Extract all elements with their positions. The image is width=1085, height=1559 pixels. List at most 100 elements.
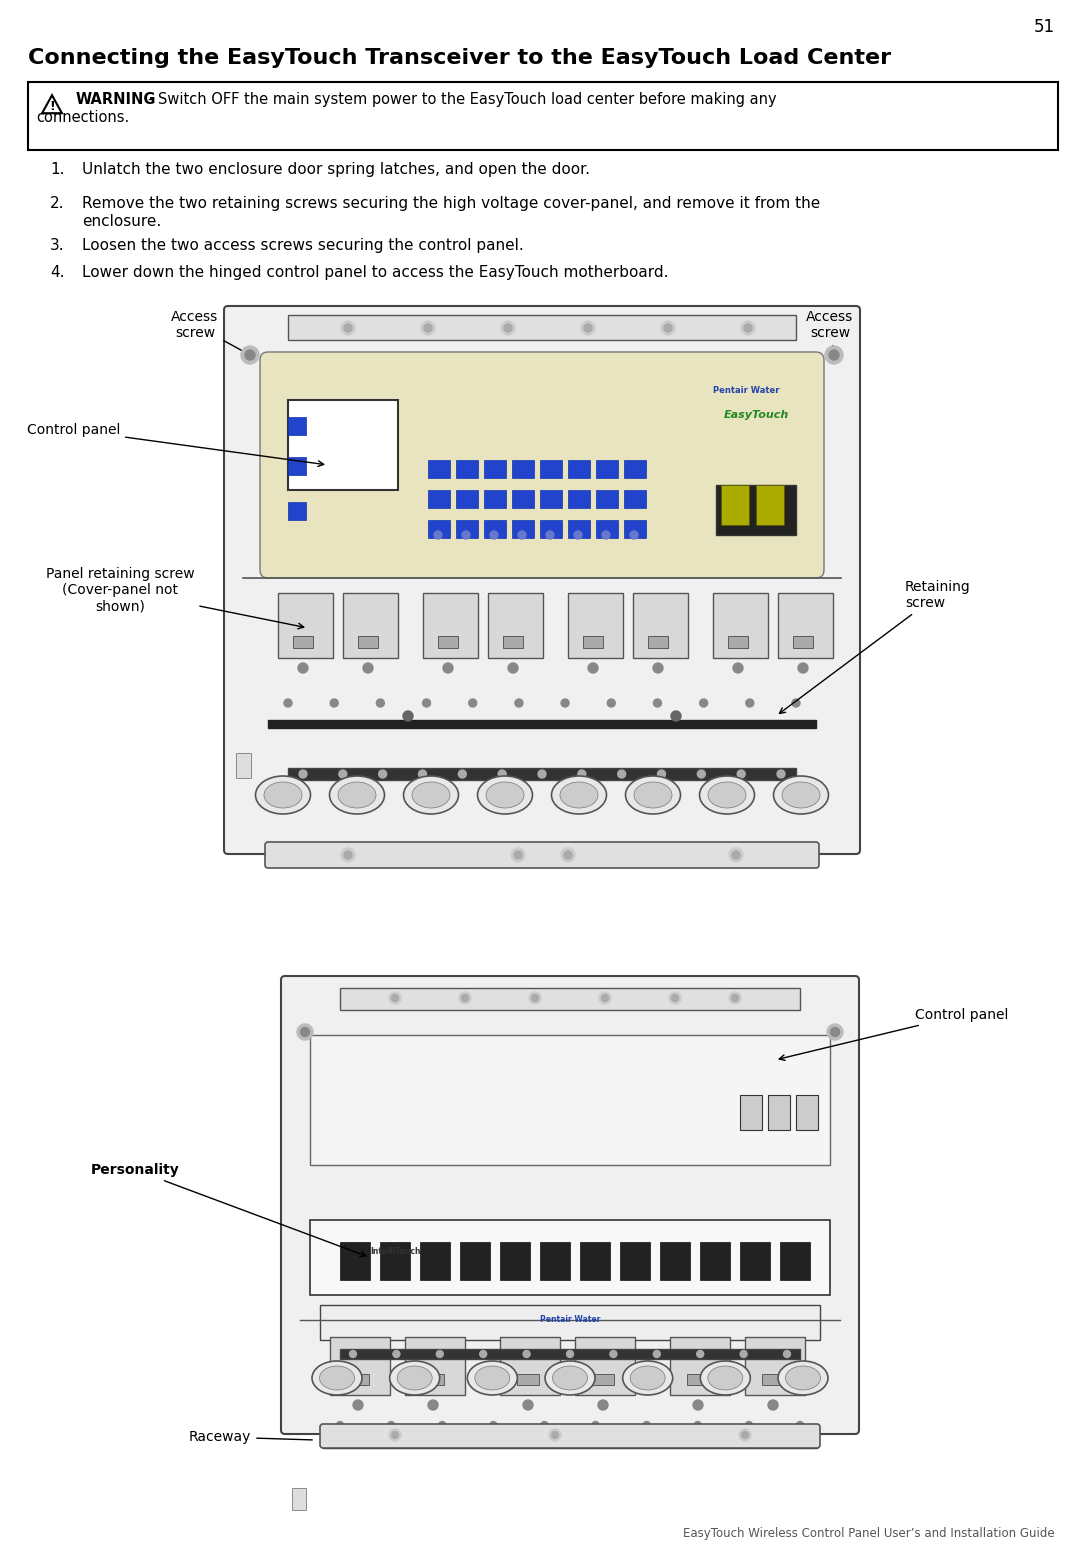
- Ellipse shape: [625, 776, 680, 814]
- Bar: [28, 83, 1058, 150]
- Bar: [633, 592, 688, 658]
- Circle shape: [797, 663, 808, 673]
- Circle shape: [480, 1350, 487, 1358]
- Circle shape: [511, 848, 525, 862]
- Bar: [288, 457, 306, 475]
- Circle shape: [783, 1350, 791, 1358]
- Bar: [768, 1094, 790, 1130]
- Bar: [793, 636, 813, 649]
- Bar: [671, 1338, 730, 1395]
- Bar: [237, 753, 251, 778]
- Text: 2.: 2.: [50, 196, 64, 210]
- Bar: [288, 769, 796, 780]
- Circle shape: [498, 770, 507, 778]
- Circle shape: [341, 321, 355, 335]
- Text: enclosure.: enclosure.: [82, 214, 162, 229]
- Circle shape: [671, 711, 681, 720]
- Ellipse shape: [560, 783, 598, 808]
- Text: Pentair Water: Pentair Water: [713, 385, 779, 394]
- Circle shape: [829, 351, 839, 360]
- Circle shape: [729, 848, 743, 862]
- Ellipse shape: [778, 1361, 828, 1395]
- Bar: [540, 521, 562, 538]
- Bar: [293, 636, 312, 649]
- Bar: [278, 592, 333, 658]
- Bar: [596, 490, 618, 508]
- Text: IntelliTouch: IntelliTouch: [370, 1247, 421, 1257]
- Bar: [427, 490, 450, 508]
- Circle shape: [578, 770, 586, 778]
- Bar: [745, 1338, 805, 1395]
- Circle shape: [744, 324, 752, 332]
- Ellipse shape: [552, 1366, 587, 1391]
- Circle shape: [436, 1350, 444, 1358]
- Circle shape: [505, 324, 512, 332]
- Bar: [488, 592, 542, 658]
- Text: Control panel: Control panel: [27, 422, 323, 466]
- Bar: [624, 490, 646, 508]
- Circle shape: [353, 1400, 363, 1409]
- Circle shape: [830, 1027, 840, 1037]
- Circle shape: [566, 1350, 574, 1358]
- Bar: [347, 1373, 369, 1384]
- Text: Unlatch the two enclosure door spring latches, and open the door.: Unlatch the two enclosure door spring la…: [82, 162, 590, 178]
- Bar: [592, 1373, 614, 1384]
- Bar: [288, 416, 306, 435]
- Circle shape: [403, 711, 413, 720]
- FancyBboxPatch shape: [265, 842, 819, 868]
- Circle shape: [700, 1433, 710, 1444]
- Circle shape: [421, 321, 435, 335]
- Ellipse shape: [630, 1366, 665, 1391]
- Text: Remove the two retaining screws securing the high voltage cover-panel, and remov: Remove the two retaining screws securing…: [82, 196, 820, 210]
- Circle shape: [422, 698, 431, 706]
- Circle shape: [430, 1433, 441, 1444]
- FancyBboxPatch shape: [320, 1423, 820, 1448]
- Bar: [310, 1035, 830, 1165]
- Circle shape: [827, 1024, 843, 1040]
- Bar: [583, 636, 603, 649]
- Circle shape: [245, 351, 255, 360]
- Circle shape: [501, 321, 515, 335]
- Circle shape: [339, 770, 347, 778]
- Ellipse shape: [390, 1361, 439, 1395]
- Bar: [288, 502, 306, 521]
- Circle shape: [515, 698, 523, 706]
- Circle shape: [664, 324, 672, 332]
- Circle shape: [363, 663, 373, 673]
- Bar: [310, 1221, 830, 1296]
- Bar: [756, 485, 784, 525]
- Circle shape: [617, 770, 626, 778]
- Ellipse shape: [319, 1366, 355, 1391]
- Bar: [320, 1305, 820, 1341]
- Circle shape: [564, 851, 572, 859]
- Circle shape: [672, 995, 678, 1001]
- Bar: [343, 592, 398, 658]
- Ellipse shape: [634, 783, 672, 808]
- Bar: [700, 1243, 730, 1280]
- Bar: [405, 1338, 465, 1395]
- Bar: [500, 1338, 560, 1395]
- Bar: [713, 592, 768, 658]
- Circle shape: [825, 346, 843, 363]
- Bar: [540, 490, 562, 508]
- Circle shape: [518, 532, 526, 539]
- Text: EasyTouch: EasyTouch: [724, 410, 789, 419]
- Circle shape: [376, 698, 384, 706]
- Bar: [540, 460, 562, 479]
- Circle shape: [390, 1430, 401, 1441]
- Circle shape: [602, 532, 610, 539]
- Circle shape: [349, 1350, 357, 1358]
- Circle shape: [580, 321, 595, 335]
- Bar: [620, 1243, 650, 1280]
- Ellipse shape: [707, 1366, 743, 1391]
- Circle shape: [601, 995, 609, 1001]
- Bar: [340, 1243, 370, 1280]
- Bar: [740, 1243, 770, 1280]
- Bar: [438, 636, 458, 649]
- Ellipse shape: [545, 1361, 595, 1395]
- Text: 3.: 3.: [50, 239, 65, 253]
- Circle shape: [561, 848, 575, 862]
- Text: EasyTouch Wireless Control Panel User’s and Installation Guide: EasyTouch Wireless Control Panel User’s …: [684, 1526, 1055, 1540]
- Circle shape: [588, 663, 598, 673]
- Circle shape: [532, 995, 538, 1001]
